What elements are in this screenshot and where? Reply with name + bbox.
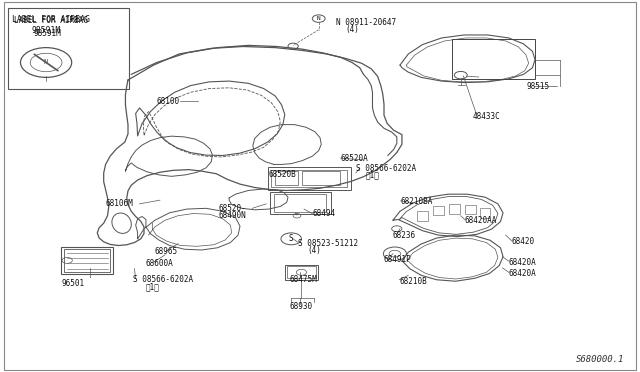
Bar [417, 211, 428, 221]
Text: 68420A: 68420A [509, 269, 536, 278]
Bar [8, 8, 129, 89]
Text: 48433C: 48433C [472, 112, 500, 121]
Bar [61, 247, 113, 274]
Bar [270, 192, 331, 214]
Bar [302, 171, 340, 185]
Text: N: N [44, 60, 48, 65]
Text: 68490N: 68490N [219, 211, 246, 219]
Text: 98591M: 98591M [31, 26, 61, 35]
Text: 68965: 68965 [155, 247, 178, 256]
Text: 68236: 68236 [393, 231, 416, 240]
Bar [449, 204, 460, 214]
Text: S680000.1: S680000.1 [575, 355, 624, 364]
Text: 68420AA: 68420AA [465, 216, 497, 225]
Text: 68600A: 68600A [146, 259, 173, 268]
Text: (4): (4) [346, 25, 360, 34]
Bar [271, 170, 347, 187]
Text: S 08566-6202A: S 08566-6202A [356, 164, 416, 173]
Bar [268, 167, 351, 190]
Text: 96501: 96501 [61, 279, 84, 288]
Text: LABEL FOR AIRBAG: LABEL FOR AIRBAG [14, 16, 88, 25]
Bar [287, 266, 316, 278]
Text: 68930: 68930 [289, 302, 312, 311]
Text: 68491P: 68491P [384, 255, 412, 264]
Bar [275, 171, 298, 185]
Text: 68100: 68100 [157, 97, 180, 106]
Text: S 08523-51212: S 08523-51212 [298, 239, 358, 248]
Text: S 08566-6202A: S 08566-6202A [133, 275, 193, 284]
Text: 98515: 98515 [526, 82, 549, 91]
Text: LABEL FOR AIRBAG: LABEL FOR AIRBAG [12, 15, 90, 24]
Bar [465, 205, 476, 214]
Text: 〈1〉: 〈1〉 [145, 282, 159, 291]
Text: 68420: 68420 [512, 237, 535, 246]
Text: 68520B: 68520B [269, 170, 296, 179]
Text: 68520A: 68520A [340, 154, 368, 163]
Text: 68210BA: 68210BA [401, 197, 433, 206]
Text: 98591M: 98591M [33, 29, 61, 38]
Bar [452, 39, 535, 79]
Text: 〈1〉: 〈1〉 [365, 170, 380, 179]
Bar [64, 249, 110, 272]
Bar [480, 208, 490, 218]
Text: 68420A: 68420A [509, 258, 536, 267]
Text: (4): (4) [307, 246, 321, 255]
Text: N: N [317, 16, 321, 21]
Bar [274, 194, 326, 212]
Text: S: S [289, 234, 294, 243]
Bar [433, 206, 444, 215]
Text: 68210B: 68210B [399, 277, 427, 286]
Text: 68106M: 68106M [106, 199, 133, 208]
Text: 68494: 68494 [312, 209, 335, 218]
Text: 68475M: 68475M [289, 275, 317, 283]
Bar [285, 265, 318, 280]
Text: 68520-: 68520- [219, 204, 246, 213]
Text: N 08911-20647: N 08911-20647 [336, 18, 396, 27]
